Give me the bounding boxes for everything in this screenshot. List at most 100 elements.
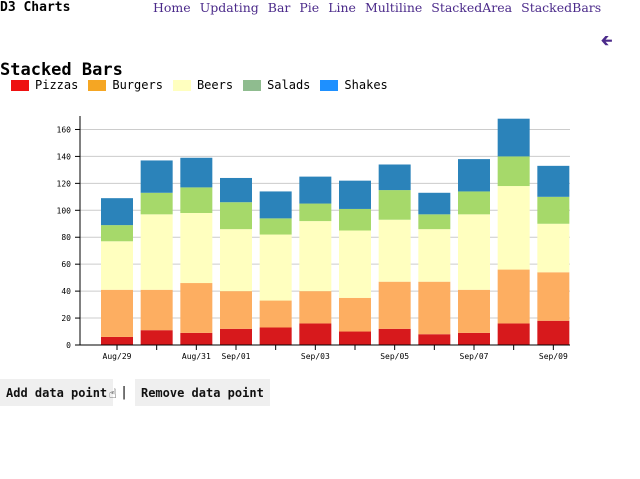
nav-link-multiline[interactable]: Multiline — [364, 0, 423, 15]
legend-item-burgers: Burgers — [88, 78, 163, 92]
bar-segment-burgers — [497, 269, 530, 324]
bar-segment-burgers — [418, 281, 451, 335]
controls: Add data point | Remove data point — [0, 379, 270, 406]
nav-link-home[interactable]: Home — [153, 0, 191, 15]
bar-segment-beers — [497, 186, 530, 270]
bar-segment-shakes — [180, 157, 213, 188]
bar-segment-burgers — [378, 281, 411, 329]
bar-segment-pizzas — [220, 328, 252, 345]
bar-segment-pizzas — [180, 332, 213, 345]
bar-segment-beers — [537, 223, 570, 273]
x-tick-label: Sep/07 — [460, 352, 489, 361]
bar-segment-beers — [101, 241, 133, 290]
nav-link-stackedarea[interactable]: StackedArea — [431, 0, 513, 15]
bar-segment-shakes — [418, 192, 451, 215]
x-tick-label: Sep/03 — [301, 352, 330, 361]
legend-item-pizzas: Pizzas — [11, 78, 78, 92]
bar-segment-pizzas — [259, 327, 292, 345]
bar-segment-shakes — [458, 159, 490, 192]
bar-segment-beers — [140, 214, 173, 290]
y-tick-label: 140 — [57, 152, 72, 161]
arrow-left-icon[interactable]: 🡰 — [601, 33, 613, 49]
bar-segment-beers — [378, 219, 411, 282]
bar-segment-pizzas — [497, 323, 530, 345]
bar-segment-burgers — [180, 283, 213, 333]
bar-segment-shakes — [101, 198, 133, 226]
add-data-point-button[interactable]: Add data point — [0, 379, 114, 406]
bar-segment-pizzas — [418, 334, 451, 345]
bar-segment-salads — [418, 214, 451, 230]
legend-label-burgers: Burgers — [112, 78, 163, 92]
main-nav: Home Updating Bar Pie Line Multiline Sta… — [153, 0, 601, 15]
bar-segment-beers — [299, 221, 332, 292]
bar-segment-salads — [259, 218, 292, 235]
bar-segment-shakes — [220, 177, 252, 203]
bar-segment-beers — [339, 230, 371, 298]
page-title: Stacked Bars — [0, 60, 123, 80]
bar-segment-pizzas — [458, 332, 490, 345]
bar-segment-shakes — [140, 160, 173, 193]
bar-segment-salads — [458, 191, 490, 215]
y-tick-label: 120 — [57, 179, 72, 188]
y-tick-label: 60 — [61, 260, 71, 269]
x-tick-label: Sep/05 — [380, 352, 409, 361]
bar-segment-salads — [140, 192, 173, 215]
app-title: D3 Charts — [0, 0, 71, 15]
legend-swatch-beers — [172, 79, 191, 91]
bar-segment-pizzas — [339, 331, 371, 345]
y-tick-label: 0 — [66, 341, 71, 350]
y-tick-label: 160 — [57, 125, 72, 134]
chart-axes: 0 20 40 60 80 100 120 140 160 Aug/29 Aug/31 Sep/01 S… — [57, 116, 570, 361]
legend-item-beers: Beers — [172, 78, 234, 92]
chart-bars — [101, 118, 570, 345]
bar-segment-burgers — [339, 297, 371, 332]
legend-swatch-burgers — [88, 79, 107, 91]
bar-segment-pizzas — [101, 336, 133, 345]
y-tick-label: 100 — [57, 206, 72, 215]
bar-segment-salads — [378, 190, 411, 220]
legend-swatch-salads — [243, 79, 262, 91]
bar-segment-shakes — [537, 165, 570, 197]
nav-link-updating[interactable]: Updating — [199, 0, 259, 15]
bar-segment-burgers — [259, 300, 292, 328]
bar-segment-beers — [180, 212, 213, 284]
hand-cursor-icon: ☝ — [109, 387, 117, 402]
bar-segment-beers — [458, 214, 490, 290]
nav-link-line[interactable]: Line — [328, 0, 356, 15]
bar-segment-pizzas — [537, 320, 570, 345]
legend-item-shakes: Shakes — [320, 78, 388, 92]
x-tick-label: Aug/29 — [103, 352, 132, 361]
bar-segment-salads — [101, 225, 133, 242]
bar-segment-salads — [180, 187, 213, 213]
legend-swatch-pizzas — [11, 79, 29, 91]
bar-segment-beers — [418, 229, 451, 282]
bar-segment-salads — [339, 208, 371, 231]
legend-label-salads: Salads — [267, 78, 311, 92]
bar-segment-salads — [497, 156, 530, 187]
bar-segment-burgers — [220, 291, 252, 329]
legend-label-shakes: Shakes — [344, 78, 388, 92]
x-tick-label: Sep/01 — [222, 352, 251, 361]
legend-label-beers: Beers — [196, 78, 234, 92]
bar-segment-pizzas — [378, 328, 411, 345]
legend-swatch-shakes — [320, 79, 339, 91]
bar-segment-burgers — [299, 291, 332, 324]
x-tick-label: Aug/31 — [182, 352, 211, 361]
bar-segment-burgers — [537, 272, 570, 321]
nav-link-stackedbars[interactable]: StackedBars — [521, 0, 602, 15]
nav-link-bar[interactable]: Bar — [267, 0, 291, 15]
bar-segment-pizzas — [140, 330, 173, 345]
bar-segment-shakes — [339, 180, 371, 209]
bar-segment-shakes — [259, 191, 292, 219]
bar-segment-shakes — [299, 176, 332, 204]
bar-segment-salads — [220, 202, 252, 230]
chart-legend: Pizzas Burgers Beers Salads Shakes — [11, 78, 398, 92]
bar-segment-burgers — [101, 289, 133, 337]
y-tick-label: 40 — [61, 287, 71, 296]
bar-segment-burgers — [140, 289, 173, 331]
bar-segment-burgers — [458, 289, 490, 333]
nav-link-pie[interactable]: Pie — [299, 0, 320, 15]
bar-segment-salads — [537, 196, 570, 224]
remove-data-point-button[interactable]: Remove data point — [134, 379, 270, 406]
